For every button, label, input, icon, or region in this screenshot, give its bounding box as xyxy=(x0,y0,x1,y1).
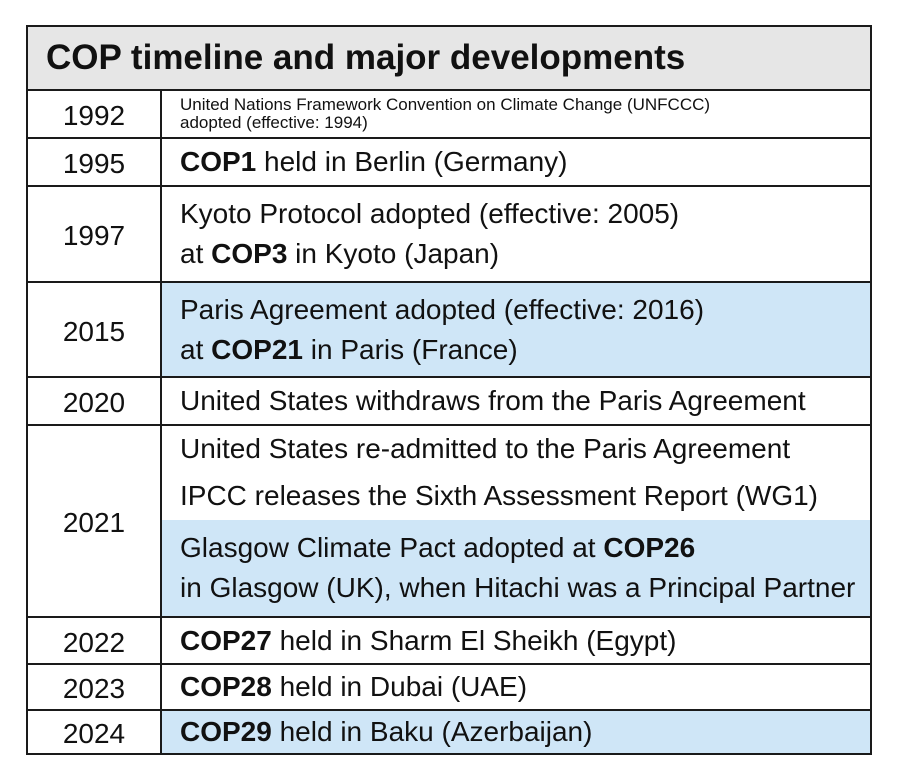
table-row-1995: 1995 COP1 held in Berlin (Germany) xyxy=(28,139,870,187)
table-row-2021: 2021 United States re-admitted to the Pa… xyxy=(28,426,870,618)
description-cell: IPCC releases the Sixth Assessment Repor… xyxy=(162,472,870,520)
description-line: United States re-admitted to the Paris A… xyxy=(180,429,870,469)
text: held in Sharm El Sheikh (Egypt) xyxy=(271,624,677,656)
description-line: COP28 held in Dubai (UAE) xyxy=(180,667,870,707)
description-line: at COP3 in Kyoto (Japan) xyxy=(180,234,870,274)
table-row-2015: 2015 Paris Agreement adopted (effective:… xyxy=(28,283,870,378)
table-row-2022: 2022 COP27 held in Sharm El Sheikh (Egyp… xyxy=(28,618,870,665)
year-cell: 2015 xyxy=(28,283,162,376)
cop-label: COP26 xyxy=(603,532,696,563)
text: United States withdraws from the Paris A… xyxy=(180,385,806,416)
table-row-1997: 1997 Kyoto Protocol adopted (effective: … xyxy=(28,187,870,283)
description-line: COP1 held in Berlin (Germany) xyxy=(180,142,870,182)
description-line: United Nations Framework Convention on C… xyxy=(180,96,870,114)
year-cell: 2022 xyxy=(28,618,162,663)
description-line: at COP21 in Paris (France) xyxy=(180,330,870,370)
description-line: Glasgow Climate Pact adopted at COP26 xyxy=(180,528,870,568)
cop-label: COP29 xyxy=(180,716,272,747)
text: United States re-admitted to the Paris A… xyxy=(180,433,791,464)
year-cell: 1997 xyxy=(28,187,162,281)
text: in Glasgow (UK), when Hitachi was a Prin… xyxy=(180,572,856,603)
cop-label: COP1 xyxy=(180,146,257,177)
description-line: in Glasgow (UK), when Hitachi was a Prin… xyxy=(180,568,870,608)
year-cell: 1995 xyxy=(28,139,162,185)
description-cell: COP28 held in Dubai (UAE) xyxy=(162,665,870,709)
table-row-2024: 2024 COP29 held in Baku (Azerbaijan) xyxy=(28,711,870,753)
text: held in Dubai (UAE) xyxy=(271,671,528,702)
text: held in Berlin (Germany) xyxy=(256,146,568,177)
table-row-2023: 2023 COP28 held in Dubai (UAE) xyxy=(28,665,870,711)
description-cell: United Nations Framework Convention on C… xyxy=(162,91,870,137)
text: in Paris (France) xyxy=(302,333,518,365)
cop-label: COP27 xyxy=(180,624,272,656)
year-cell: 1992 xyxy=(28,91,162,137)
cop-label: COP3 xyxy=(211,238,288,269)
text: IPCC releases the Sixth Assessment Repor… xyxy=(180,480,818,511)
description-cell: COP27 held in Sharm El Sheikh (Egypt) xyxy=(162,618,870,663)
description-line: COP29 held in Baku (Azerbaijan) xyxy=(180,712,870,752)
description-cell: COP29 held in Baku (Azerbaijan) xyxy=(162,711,870,753)
text: at xyxy=(180,333,212,365)
year-cell: 2024 xyxy=(28,711,162,753)
table-row-1992: 1992 United Nations Framework Convention… xyxy=(28,91,870,139)
text: at xyxy=(180,238,212,269)
cop-label: COP21 xyxy=(211,333,303,365)
description-line: Kyoto Protocol adopted (effective: 2005) xyxy=(180,194,870,234)
cop-label: COP28 xyxy=(180,671,272,702)
text: adopted (effective: 1994) xyxy=(180,113,368,132)
text: Paris Agreement adopted (effective: 2016… xyxy=(180,293,705,325)
description-line: IPCC releases the Sixth Assessment Repor… xyxy=(180,476,870,516)
text: Kyoto Protocol adopted (effective: 2005) xyxy=(180,198,680,229)
description-line: Paris Agreement adopted (effective: 2016… xyxy=(180,290,870,330)
description-cell: COP1 held in Berlin (Germany) xyxy=(162,139,870,185)
year-cell: 2023 xyxy=(28,665,162,709)
cop-timeline-table: COP timeline and major developments 1992… xyxy=(26,25,872,755)
year-cell: 2020 xyxy=(28,378,162,424)
year-cell: 2021 xyxy=(28,426,162,616)
text: United Nations Framework Convention on C… xyxy=(180,95,711,114)
table-title: COP timeline and major developments xyxy=(28,27,870,91)
table-row-2020: 2020 United States withdraws from the Pa… xyxy=(28,378,870,426)
text: in Kyoto (Japan) xyxy=(287,238,500,269)
description-line: COP27 held in Sharm El Sheikh (Egypt) xyxy=(180,621,870,661)
description-cell: United States withdraws from the Paris A… xyxy=(162,378,870,424)
text: held in Baku (Azerbaijan) xyxy=(271,716,593,747)
description-cell: Kyoto Protocol adopted (effective: 2005)… xyxy=(162,187,870,281)
description-line: adopted (effective: 1994) xyxy=(180,114,870,132)
text: Glasgow Climate Pact adopted at xyxy=(180,532,604,563)
description-cell: Glasgow Climate Pact adopted at COP26 in… xyxy=(162,520,870,616)
description-line: United States withdraws from the Paris A… xyxy=(180,381,870,421)
description-cell: Paris Agreement adopted (effective: 2016… xyxy=(162,283,870,376)
description-cell: United States re-admitted to the Paris A… xyxy=(162,426,870,472)
